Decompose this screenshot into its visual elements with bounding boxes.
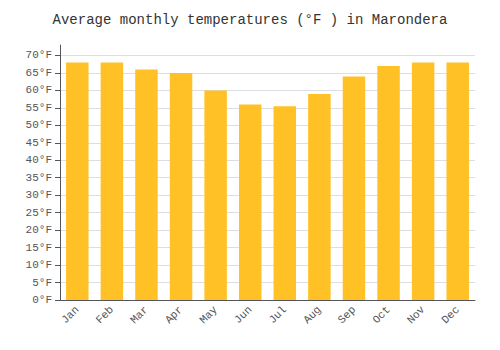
svg-text:10°F: 10°F	[26, 259, 52, 271]
svg-text:Oct: Oct	[370, 304, 392, 326]
svg-text:Mar: Mar	[128, 304, 150, 326]
svg-text:Aug: Aug	[301, 304, 323, 326]
svg-text:0°F: 0°F	[32, 294, 52, 306]
svg-text:Feb: Feb	[94, 304, 116, 326]
svg-text:25°F: 25°F	[26, 207, 52, 219]
svg-text:Jul: Jul	[267, 304, 289, 326]
svg-text:30°F: 30°F	[26, 189, 52, 201]
svg-text:Dec: Dec	[439, 304, 461, 326]
svg-text:20°F: 20°F	[26, 224, 52, 236]
svg-text:15°F: 15°F	[26, 242, 52, 254]
svg-text:50°F: 50°F	[26, 119, 52, 131]
svg-text:70°F: 70°F	[26, 49, 52, 61]
svg-text:65°F: 65°F	[26, 67, 52, 79]
svg-text:Apr: Apr	[163, 304, 185, 326]
svg-text:May: May	[197, 303, 220, 326]
svg-text:Jan: Jan	[59, 304, 81, 326]
svg-text:40°F: 40°F	[26, 154, 52, 166]
svg-text:60°F: 60°F	[26, 84, 52, 96]
svg-text:Jun: Jun	[232, 304, 254, 326]
svg-text:Nov: Nov	[405, 303, 428, 326]
svg-text:Average monthly temperatures (: Average monthly temperatures (°F ) in Ma…	[53, 12, 448, 28]
svg-text:5°F: 5°F	[32, 277, 52, 289]
svg-text:55°F: 55°F	[26, 102, 52, 114]
svg-text:Sep: Sep	[336, 304, 358, 326]
svg-text:35°F: 35°F	[26, 172, 52, 184]
svg-text:45°F: 45°F	[26, 137, 52, 149]
